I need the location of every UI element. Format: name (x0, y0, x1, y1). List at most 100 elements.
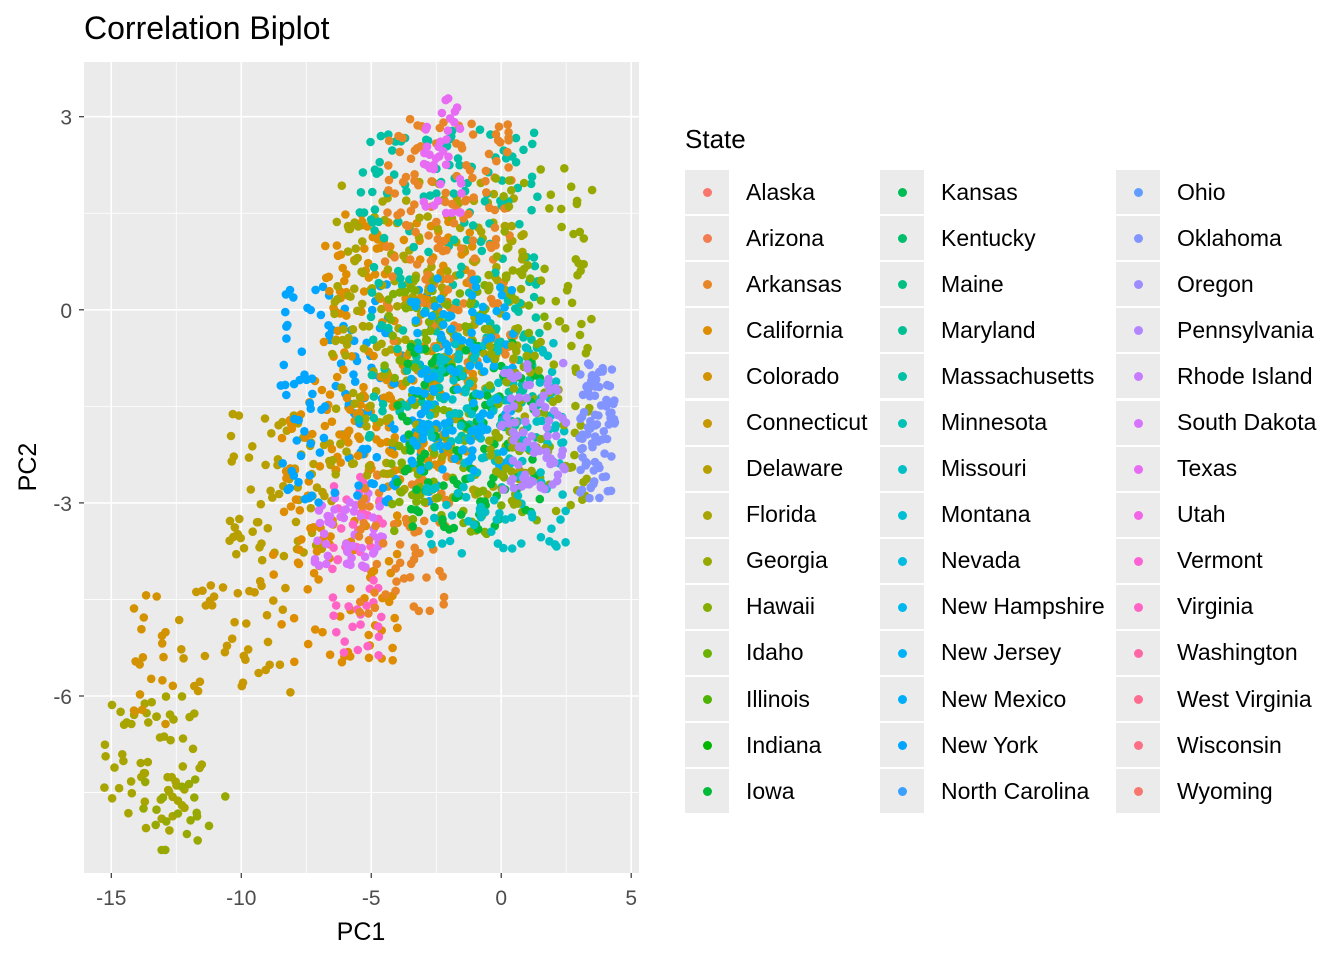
legend-item: Missouri (880, 446, 1116, 492)
legend-dot-icon (703, 234, 712, 244)
legend-column: Kansas Kentucky Maine Maryland Massachusetts… (880, 169, 1116, 814)
data-point (390, 424, 399, 434)
data-point (330, 505, 339, 514)
data-point (336, 439, 345, 448)
legend-dot-icon (898, 188, 907, 198)
data-point (424, 461, 434, 470)
data-point (587, 185, 597, 195)
legend-label: Indiana (746, 731, 822, 758)
data-point (478, 409, 488, 418)
data-point (482, 391, 492, 400)
data-point (246, 485, 256, 494)
data-point (364, 462, 374, 471)
data-point (420, 449, 430, 459)
data-point (355, 392, 365, 402)
data-point (198, 586, 207, 595)
data-point (469, 343, 478, 353)
data-point (576, 370, 585, 379)
data-point (356, 525, 366, 534)
data-point (173, 809, 183, 818)
data-point (536, 398, 545, 407)
legend-dot-icon (703, 695, 712, 705)
legend-dot-icon (1134, 510, 1143, 520)
data-point (485, 240, 495, 250)
data-point (335, 430, 344, 439)
data-point (543, 431, 552, 441)
data-point (401, 514, 411, 524)
data-point (401, 303, 411, 313)
data-point (220, 647, 230, 657)
data-point (456, 244, 466, 253)
data-point (100, 783, 109, 792)
legend-label: North Carolina (941, 777, 1090, 804)
data-point (328, 593, 338, 602)
data-point (513, 183, 523, 193)
legend-dot-icon (1134, 234, 1143, 244)
data-point (500, 227, 510, 236)
data-point (239, 543, 249, 553)
data-point (442, 245, 451, 255)
data-point (550, 540, 560, 549)
data-point (524, 301, 534, 310)
data-point (221, 792, 230, 801)
data-point (527, 509, 537, 519)
data-point (432, 343, 441, 353)
legend-dot-icon (898, 695, 907, 705)
legend-label: Rhode Island (1177, 362, 1313, 389)
data-point (166, 735, 175, 745)
data-point (535, 446, 544, 456)
legend-dot-icon (703, 787, 712, 797)
legend-key (685, 723, 729, 768)
data-point (489, 361, 499, 371)
legend-label: New Jersey (941, 639, 1062, 666)
data-point (485, 436, 494, 446)
data-point (556, 515, 565, 524)
data-point (467, 328, 476, 338)
data-point (437, 108, 447, 118)
data-point (365, 502, 374, 511)
data-point (192, 812, 202, 821)
data-point (454, 435, 464, 445)
data-point (492, 156, 501, 166)
data-point (504, 202, 514, 211)
data-point (487, 527, 496, 536)
data-point (506, 477, 516, 486)
data-point (607, 452, 616, 461)
data-point (578, 452, 587, 462)
data-point (301, 433, 310, 443)
data-point (341, 539, 351, 549)
data-point (353, 306, 362, 316)
data-point (245, 586, 254, 596)
data-point (408, 514, 418, 524)
data-point (407, 395, 417, 405)
legend-key (685, 538, 729, 583)
data-point (306, 404, 316, 414)
data-point (536, 337, 545, 347)
data-point (328, 455, 337, 465)
data-point (143, 757, 153, 767)
data-point (390, 526, 399, 536)
legend-key (1116, 677, 1160, 722)
legend-label: Utah (1177, 501, 1226, 528)
data-point (126, 777, 136, 786)
data-point (327, 417, 337, 427)
data-point (600, 449, 609, 458)
data-point (436, 179, 445, 189)
data-point (433, 234, 443, 244)
x-tick-label: 5 (625, 887, 637, 910)
data-point (484, 149, 494, 159)
data-point (367, 370, 377, 380)
data-point (433, 196, 443, 206)
legend-item: Oregon (1116, 261, 1316, 307)
data-point (508, 443, 517, 452)
data-point (286, 688, 295, 697)
data-point (599, 427, 609, 436)
data-point (449, 189, 459, 198)
data-point (260, 414, 270, 423)
data-point (232, 549, 241, 559)
legend-key (880, 400, 924, 445)
data-point (413, 328, 422, 338)
y-tick-label: 0 (60, 300, 72, 323)
data-point (456, 510, 466, 519)
data-point (372, 342, 382, 352)
